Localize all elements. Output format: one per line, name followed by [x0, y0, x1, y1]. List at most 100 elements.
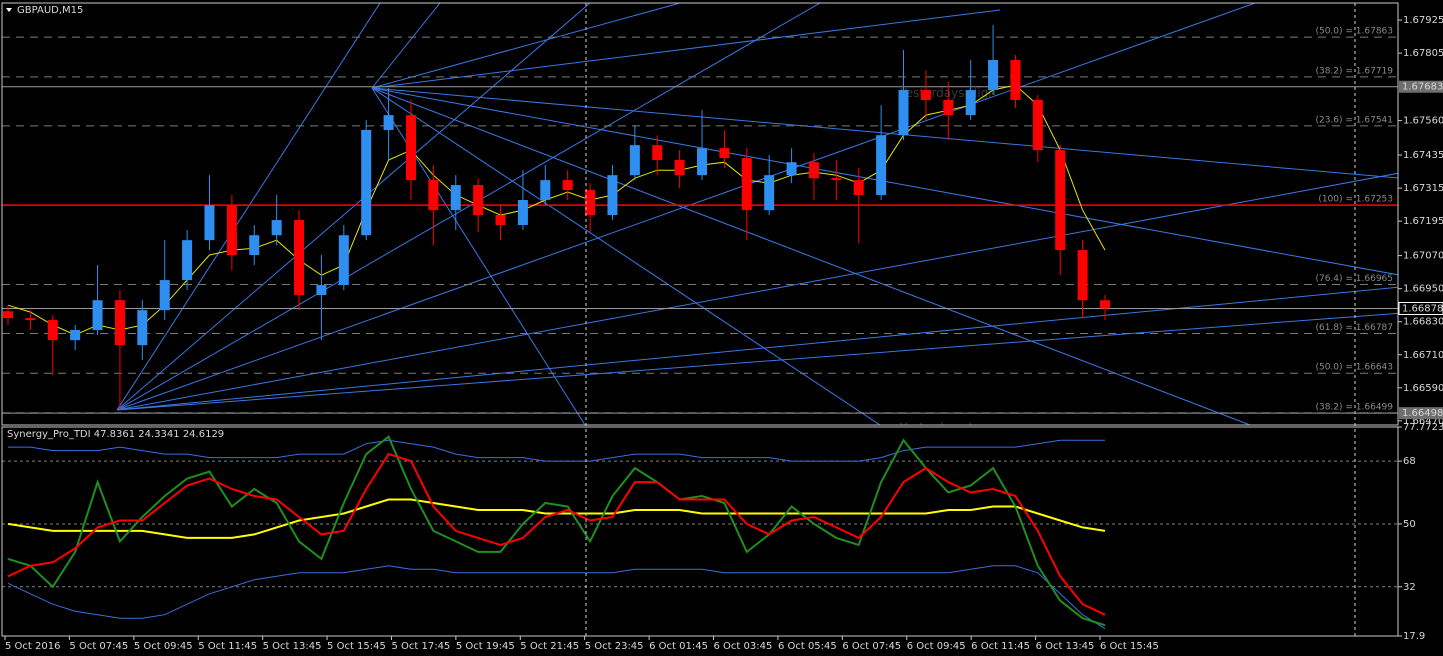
fib-label: (23.6) = 1.67541 [1315, 115, 1393, 125]
y-tick-label: 1.67925 [1403, 15, 1443, 26]
candle-body [450, 185, 461, 211]
candle-body [764, 175, 775, 211]
y-tick-label: 50 [1403, 519, 1416, 530]
x-tick-label: 5 Oct 09:45 [134, 641, 193, 652]
x-tick-label: 6 Oct 03:45 [714, 641, 773, 652]
candle-body [652, 145, 663, 161]
fib-label: (100) = 1.67253 [1318, 195, 1393, 205]
candle-body [562, 180, 573, 191]
fan-line [116, 3, 381, 411]
candle-body [383, 115, 394, 130]
candle-body [294, 220, 305, 295]
indicator-title: Synergy_Pro_TDI 47.8361 24.3341 24.6129 [7, 429, 224, 440]
candle-body [741, 158, 752, 211]
candle-body [1010, 60, 1021, 100]
fan-line [116, 3, 1256, 411]
menu-triangle[interactable] [6, 8, 12, 12]
fan-line [116, 286, 1398, 411]
candle-body [3, 311, 13, 319]
candle-body [271, 220, 282, 236]
y-tick-label: 68 [1403, 456, 1416, 467]
annotation: Yesterdays Low [899, 420, 992, 434]
candle-body [473, 185, 484, 216]
candle-body [25, 318, 36, 321]
y-tick-label: 1.67435 [1403, 150, 1443, 161]
y-tick-label: 17.9 [1403, 631, 1425, 642]
fib-label: (38.2) = 1.66499 [1315, 402, 1393, 412]
candle-body [1032, 99, 1043, 151]
price-box [1398, 301, 1443, 315]
fib-label: (50.0) = 1.66643 [1315, 363, 1393, 373]
fib-label: (61.8) = 1.66787 [1315, 323, 1393, 333]
fan-line [116, 312, 1398, 411]
indicator-frame [1, 426, 1399, 637]
x-tick-label: 5 Oct 13:45 [263, 641, 322, 652]
candle-body [361, 129, 372, 236]
fan-line [116, 3, 821, 411]
fib-label: (50.0) = 1.67863 [1315, 27, 1393, 37]
fan-line [371, 9, 1001, 89]
candle-body [1055, 150, 1066, 251]
y-tick-label: 1.66470 [1403, 416, 1443, 427]
candle-body [988, 60, 999, 91]
fib-label: (76.4) = 1.66965 [1315, 274, 1393, 284]
candle-body [943, 99, 954, 116]
x-tick-label: 6 Oct 11:45 [971, 641, 1030, 652]
y-tick-label: 1.66830 [1403, 317, 1443, 328]
candle-body [338, 235, 349, 286]
candle-body [965, 90, 976, 116]
y-tick-label: 1.67560 [1403, 116, 1443, 127]
x-tick-label: 6 Oct 05:45 [778, 641, 837, 652]
x-tick-label: 6 Oct 15:45 [1100, 641, 1159, 652]
indicator-plot [2, 435, 1398, 630]
candle-body [204, 205, 215, 241]
x-tick-label: 5 Oct 07:45 [69, 641, 128, 652]
candle-body [540, 180, 551, 200]
candle-body [495, 215, 506, 226]
x-tick-label: 6 Oct 09:45 [907, 641, 966, 652]
candle-body [226, 205, 237, 256]
candle-body [697, 148, 708, 176]
candle-body [47, 320, 58, 341]
candle-body [70, 329, 81, 341]
fan-line [371, 3, 441, 89]
x-tick-label: 5 Oct 23:45 [585, 641, 644, 652]
x-tick-label: 6 Oct 13:45 [1036, 641, 1095, 652]
price-box [1399, 80, 1443, 93]
x-tick-label: 5 Oct 19:45 [456, 641, 515, 652]
x-tick-label: 6 Oct 01:45 [649, 641, 708, 652]
indicator-line [7, 452, 1106, 616]
fan-line [371, 87, 1398, 276]
y-tick-label: 1.67805 [1403, 48, 1443, 59]
x-tick-label: 5 Oct 21:45 [520, 641, 579, 652]
candle-body [898, 90, 909, 136]
candle-body [585, 190, 596, 216]
main-frame [1, 2, 1399, 426]
y-tick-label: 1.66590 [1403, 383, 1443, 394]
y-tick-label: 77.7723 [1403, 422, 1443, 433]
price-box-label: 1.67683 [1402, 82, 1443, 93]
candle-body [719, 148, 730, 159]
y-tick-label: 1.66950 [1403, 284, 1443, 295]
gann-fan [116, 3, 1398, 425]
chart-title: GBPAUD,M15 [17, 5, 83, 16]
candle-body [182, 240, 193, 281]
candle-body [316, 285, 327, 295]
indicator-line [7, 435, 1106, 627]
fib-label: (38.2) = 1.67719 [1315, 66, 1393, 76]
candle-body [428, 180, 439, 211]
indicator-line [7, 565, 1106, 630]
candle-body [114, 300, 125, 346]
y-tick-label: 1.67070 [1403, 251, 1443, 262]
main-plot: Yesterdays HighYesterdays Low [2, 3, 1398, 434]
fan-line [371, 87, 1251, 425]
candle-body [607, 175, 618, 216]
candle-body [786, 162, 797, 176]
indicator-line [8, 439, 1105, 462]
candle-body [674, 160, 685, 176]
candle-body [137, 310, 148, 346]
candle-body [808, 162, 819, 179]
